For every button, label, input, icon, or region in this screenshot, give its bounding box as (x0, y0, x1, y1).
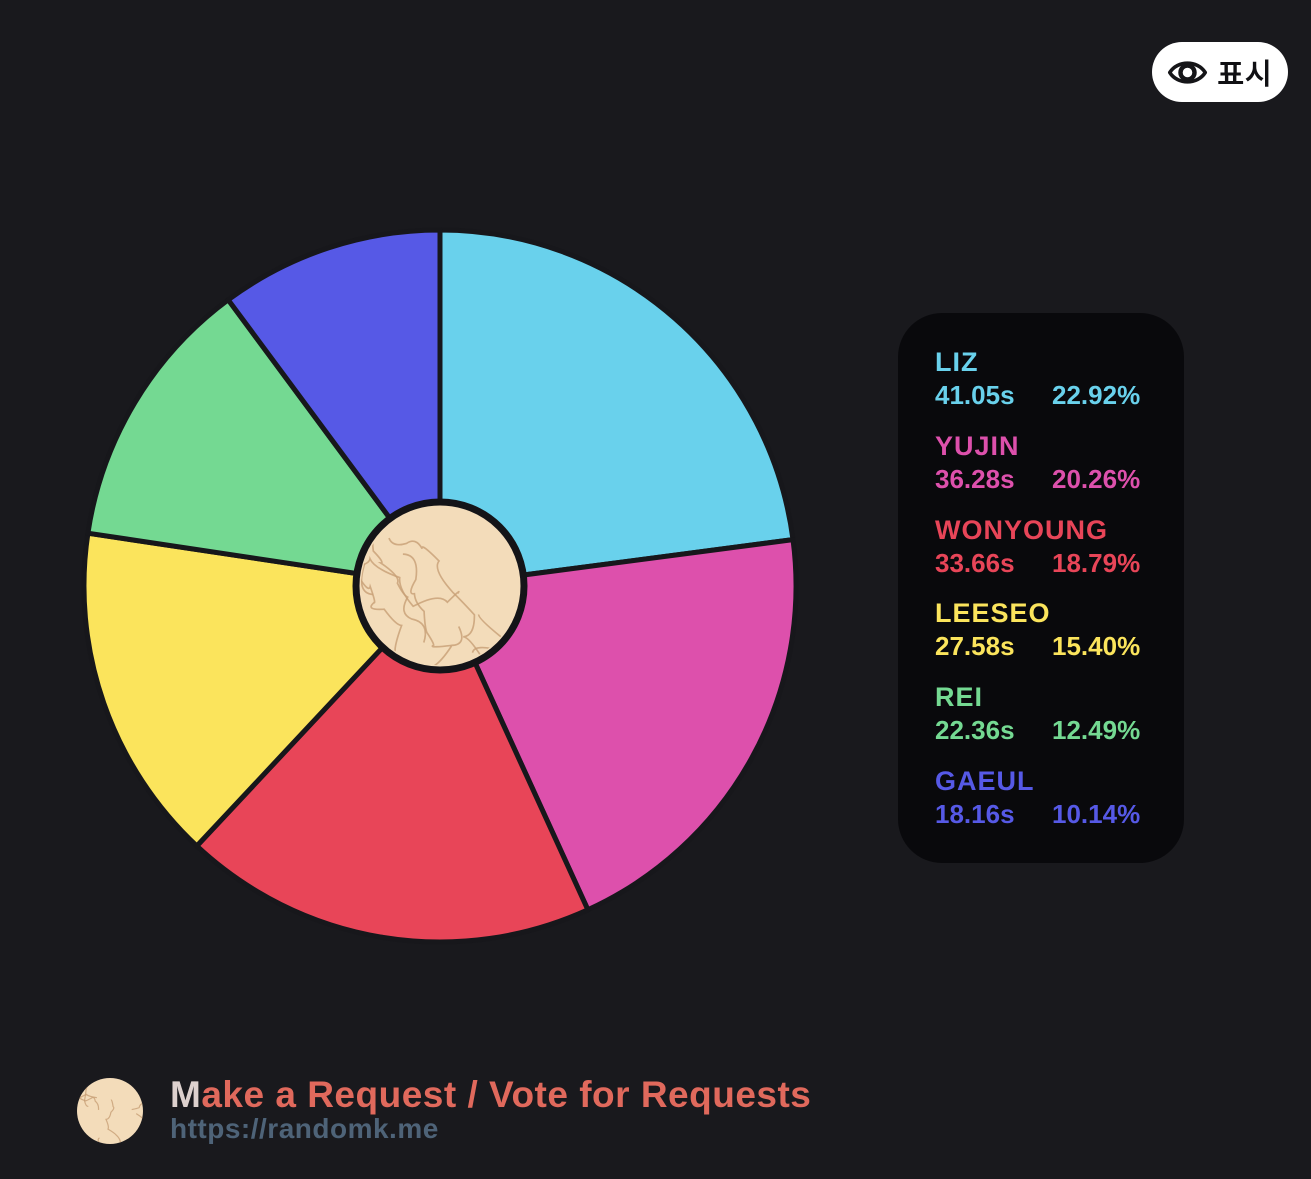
legend-percent: 10.14% (1052, 798, 1141, 829)
hub-squiggle (131, 1078, 143, 1111)
hub-squiggle (360, 555, 460, 608)
eye-icon (1167, 56, 1208, 89)
wheel-slice-rei (85, 297, 443, 589)
legend-name: YUJIN (935, 430, 1020, 461)
hub-texture (77, 1078, 143, 1144)
site-logo-avatar (77, 1078, 143, 1144)
legend-row-leeseo: LEESEO 27.58s 15.40% (935, 598, 1164, 661)
legend-name: LIZ (935, 347, 979, 377)
show-button-label: 표시 (1217, 59, 1273, 91)
legend-percent: 22.92% (1052, 380, 1141, 410)
legend-percent: 15.40% (1052, 631, 1141, 662)
results-panel: LIZ 41.05s 22.92% YUJIN 36.28s 20.26% WONYOUNG… (898, 313, 1184, 863)
hub-squiggle (360, 535, 403, 652)
legend-row-liz: LIZ 41.05s 22.92% (935, 347, 1164, 410)
legend-name: REI (935, 682, 984, 713)
legend-name: WONYOUNG (935, 514, 1108, 545)
footer-url: https://randomk.me (170, 1113, 439, 1144)
legend-row-wonyoung: WONYOUNG 33.66s 18.79% (935, 515, 1164, 578)
show-button[interactable]: 표시 (1152, 42, 1288, 102)
legend-row-rei: REI 22.36s 12.49% (935, 682, 1164, 745)
legend-seconds: 41.05s (935, 380, 1015, 410)
legend-seconds: 18.16s (935, 798, 1015, 829)
legend-row-gaeul: GAEUL 18.16s 10.14% (935, 766, 1164, 829)
legend-seconds: 36.28s (935, 463, 1015, 494)
legend-seconds: 22.36s (935, 715, 1015, 746)
hub-squiggle (77, 1080, 100, 1110)
hub-squiggle (402, 553, 463, 648)
wheel-hub (352, 498, 528, 674)
legend-percent: 12.49% (1052, 715, 1141, 746)
wheel-slice-yujin (437, 537, 799, 913)
legend-row-yujin: YUJIN 36.28s 20.26% (935, 431, 1164, 494)
prize-wheel[interactable] (77, 223, 803, 949)
wheel-slice-liz (437, 227, 796, 589)
legend-percent: 20.26% (1052, 463, 1141, 494)
wheel-slice-leeseo (81, 530, 443, 849)
legend-seconds: 27.58s (935, 631, 1015, 662)
legend-name: GAEUL (935, 765, 1035, 796)
wheel-hub (77, 1078, 143, 1144)
legend-seconds: 33.66s (935, 547, 1015, 578)
footer-title: Make a Request / Vote for Requests (170, 1074, 811, 1116)
footer-title-initial: M (170, 1074, 202, 1115)
wheel-slice-wonyoung (194, 583, 591, 945)
footer-title-text: ake a Request / Vote for Requests (201, 1074, 812, 1115)
hub-squiggle (77, 1078, 90, 1107)
hub-squiggle (77, 1093, 97, 1116)
hub-squiggle (105, 1099, 126, 1144)
hub-squiggle (388, 537, 483, 658)
legend-name: LEESEO (935, 598, 1051, 629)
wheel-slice-gaeul (225, 227, 443, 589)
legend-percent: 18.79% (1052, 547, 1141, 578)
hub-squiggle (77, 1078, 89, 1086)
